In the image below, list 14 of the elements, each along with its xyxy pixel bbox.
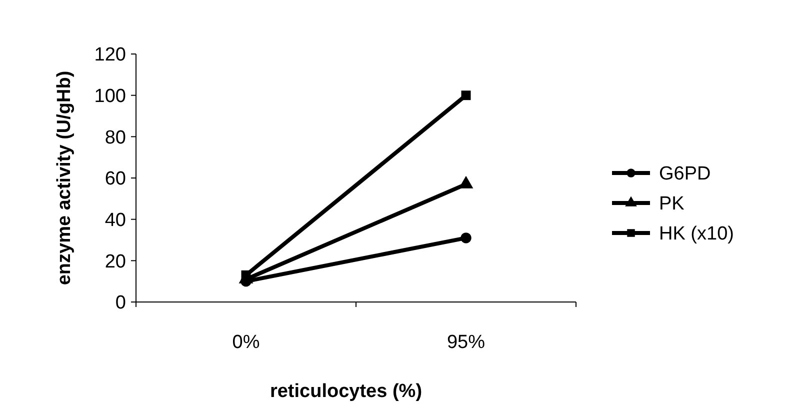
y-tick-label: 20: [104, 251, 126, 272]
y-axis-title: enzyme activity (U/gHb): [54, 70, 75, 286]
y-tick-label: 60: [104, 168, 126, 190]
y-tick-label: 100: [94, 86, 126, 107]
y-tick-label: 80: [104, 127, 126, 148]
legend-label: PK: [659, 194, 685, 215]
legend-label: G6PD: [659, 164, 711, 185]
y-tick-label: 0: [115, 292, 126, 314]
y-tick-label: 120: [94, 44, 126, 66]
x-tick-label: 95%: [446, 332, 486, 353]
legend-label: HK (x10): [659, 224, 734, 245]
x-tick-label: 0%: [232, 332, 260, 353]
x-axis-title: reticulocytes (%): [270, 381, 422, 402]
y-tick-label: 40: [104, 210, 126, 231]
